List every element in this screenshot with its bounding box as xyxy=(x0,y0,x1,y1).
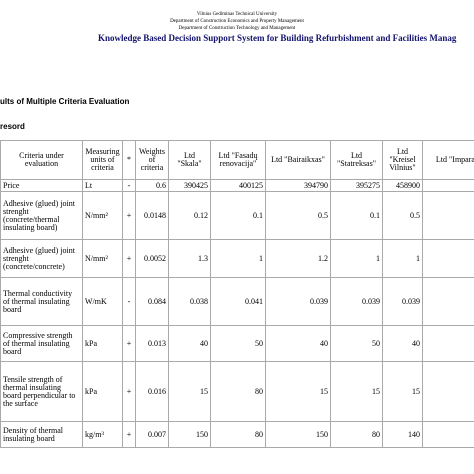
value-cell: 0.039 xyxy=(422,277,474,326)
value-cell: 1 xyxy=(210,239,266,278)
value-cell: N/mm² xyxy=(82,191,123,240)
column-header: Measuring units of criteria xyxy=(82,140,123,180)
value-cell: W/mK xyxy=(82,277,123,326)
value-cell: 400125 xyxy=(210,179,266,192)
value-cell: - xyxy=(122,277,136,326)
value-cell: 15 xyxy=(330,361,383,422)
column-header: Ltd "Imparatas" xyxy=(422,140,474,180)
table-row: Compressive strength of thermal insulati… xyxy=(0,325,474,362)
value-cell: 0.013 xyxy=(135,325,169,362)
value-cell: + xyxy=(122,191,136,240)
table-row: Tensile strength of thermal insulating b… xyxy=(0,361,474,422)
criterion-cell: Adhesive (glued) joint strenght (concret… xyxy=(0,191,83,240)
value-cell: 80 xyxy=(210,421,266,448)
header-line: Department of Construction Economics and… xyxy=(170,19,304,24)
column-header: Ltd "Skala" xyxy=(168,140,211,180)
value-cell: kPa xyxy=(82,325,123,362)
value-cell: 80 xyxy=(330,421,383,448)
criterion-cell: Price xyxy=(0,179,83,192)
value-cell: + xyxy=(122,239,136,278)
value-cell: 40 xyxy=(382,325,423,362)
value-cell: 0.0052 xyxy=(135,239,169,278)
criterion-cell: Tensile strength of thermal insulating b… xyxy=(0,361,83,422)
section-title: ults of Multiple Criteria Evaluation xyxy=(0,97,130,106)
value-cell: 1 xyxy=(330,239,383,278)
value-cell: 150 xyxy=(265,421,331,448)
value-cell: 150 xyxy=(168,421,211,448)
value-cell: 1.3 xyxy=(168,239,211,278)
value-cell: 395275 xyxy=(330,179,383,192)
value-cell: 80 xyxy=(422,361,474,422)
value-cell: 0.007 xyxy=(135,421,169,448)
system-title: Knowledge Based Decision Support System … xyxy=(98,33,457,43)
value-cell: 0.084 xyxy=(135,277,169,326)
value-cell: kg/m³ xyxy=(82,421,123,448)
value-cell: 458900 xyxy=(382,179,423,192)
criterion-cell: Adhesive (glued) joint strenght (concret… xyxy=(0,239,83,278)
value-cell: 0.1 xyxy=(330,191,383,240)
column-header: Ltd "Kreisel Vilnius" xyxy=(382,140,423,180)
value-cell: 0.5 xyxy=(265,191,331,240)
table-row: Price Lt -0.6 390425 400125 394790 395275 45890… xyxy=(0,179,474,192)
value-cell: 0.039 xyxy=(382,277,423,326)
value-cell: 1 xyxy=(382,239,423,278)
value-cell: 1 xyxy=(422,239,474,278)
value-cell: N/mm² xyxy=(82,239,123,278)
value-cell: - xyxy=(122,179,136,192)
value-cell: 0.1 xyxy=(210,191,266,240)
table-row: Density of thermal insulating board kg/m³… xyxy=(0,421,474,448)
value-cell: 50 xyxy=(330,325,383,362)
value-cell: 0.1 xyxy=(422,191,474,240)
value-cell: 40 xyxy=(168,325,211,362)
value-cell: Lt xyxy=(82,179,123,192)
value-cell: 0.039 xyxy=(265,277,331,326)
header-line: Department of Construction Technology an… xyxy=(178,26,296,31)
value-cell: 15 xyxy=(168,361,211,422)
value-cell: 390425 xyxy=(168,179,211,192)
table-row: Adhesive (glued) joint strenght (concret… xyxy=(0,191,474,240)
value-cell: kPa xyxy=(82,361,123,422)
value-cell: 1.2 xyxy=(265,239,331,278)
value-cell: 15 xyxy=(265,361,331,422)
table-row: Adhesive (glued) joint strenght (concret… xyxy=(0,239,474,278)
section-subtitle: resord xyxy=(0,122,25,131)
value-cell: 0.0148 xyxy=(135,191,169,240)
header-line: Vilnius Gediminas Technical University xyxy=(196,12,278,17)
value-cell: 354050 xyxy=(422,179,474,192)
value-cell: + xyxy=(122,325,136,362)
value-cell: 140 xyxy=(422,421,474,448)
value-cell: + xyxy=(122,361,136,422)
value-cell: + xyxy=(122,421,136,448)
column-header: * xyxy=(122,140,136,180)
value-cell: 0.041 xyxy=(210,277,266,326)
value-cell: 0.039 xyxy=(330,277,383,326)
column-header: Ltd "Fasadų renovacija" xyxy=(210,140,266,180)
column-header: Ltd "Statreksas" xyxy=(330,140,383,180)
value-cell: 40 xyxy=(265,325,331,362)
value-cell: 0.6 xyxy=(135,179,169,192)
value-cell: 0.038 xyxy=(168,277,211,326)
criterion-cell: Compressive strength of thermal insulati… xyxy=(0,325,83,362)
value-cell: 140 xyxy=(382,421,423,448)
table-row: Thermal conductivity of thermal insulati… xyxy=(0,277,474,326)
value-cell: 50 xyxy=(422,325,474,362)
criteria-table: Criteria under evaluation Measuring units… xyxy=(0,140,474,448)
column-header: Weights of criteria xyxy=(135,140,169,180)
value-cell: 15 xyxy=(382,361,423,422)
column-header: Criteria under evaluation xyxy=(0,140,83,180)
value-cell: 80 xyxy=(210,361,266,422)
value-cell: 0.016 xyxy=(135,361,169,422)
value-cell: 50 xyxy=(210,325,266,362)
value-cell: 0.12 xyxy=(168,191,211,240)
criterion-cell: Density of thermal insulating board xyxy=(0,421,83,448)
criterion-cell: Thermal conductivity of thermal insulati… xyxy=(0,277,83,326)
value-cell: 394790 xyxy=(265,179,331,192)
column-header: Ltd "Bairaikxas" xyxy=(265,140,331,180)
value-cell: 0.5 xyxy=(382,191,423,240)
